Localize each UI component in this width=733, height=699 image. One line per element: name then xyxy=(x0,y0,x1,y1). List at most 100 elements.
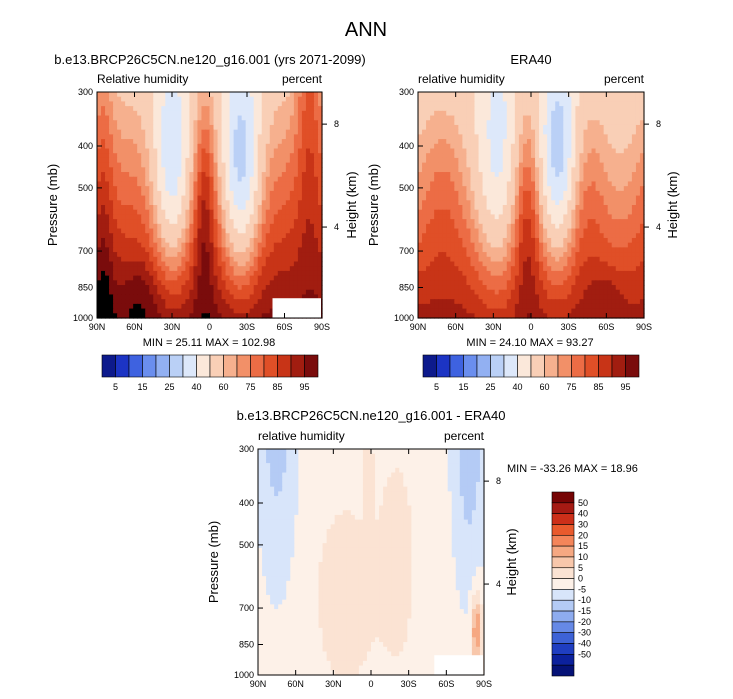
field-cell xyxy=(229,247,235,253)
field-cell xyxy=(277,101,283,107)
field-cell xyxy=(309,120,315,126)
field-cell xyxy=(522,101,528,107)
field-cell xyxy=(607,266,613,272)
field-cell xyxy=(157,303,162,310)
field-cell xyxy=(482,186,488,192)
field-cell xyxy=(145,92,150,98)
field-cell xyxy=(197,92,203,98)
field-cell xyxy=(153,106,158,112)
field-cell xyxy=(430,205,435,211)
field-cell xyxy=(301,233,307,239)
field-cell xyxy=(575,124,581,131)
field-cell xyxy=(217,266,223,272)
field-cell xyxy=(285,275,291,281)
field-cell xyxy=(161,233,166,239)
field-cell xyxy=(531,247,536,253)
field-cell xyxy=(309,106,315,112)
field-cell xyxy=(173,172,178,178)
field-cell xyxy=(309,266,315,272)
field-cell xyxy=(551,228,556,234)
field-cell xyxy=(229,261,235,267)
field-cell xyxy=(454,120,459,126)
field-cell xyxy=(571,172,576,178)
field-cell xyxy=(253,106,259,112)
field-cell xyxy=(599,124,605,131)
field-cell xyxy=(434,242,439,248)
field-cell xyxy=(446,157,451,164)
field-cell xyxy=(205,299,211,305)
field-cell xyxy=(173,153,178,159)
field-cell xyxy=(619,181,625,187)
field-cell xyxy=(313,223,319,230)
field-cell xyxy=(121,120,126,126)
field-cell xyxy=(105,176,110,183)
field-cell xyxy=(153,233,158,239)
field-cell xyxy=(603,228,609,234)
field-cell xyxy=(619,266,625,272)
field-cell xyxy=(113,110,118,117)
field-cell xyxy=(121,270,126,277)
field-cell xyxy=(237,261,243,267)
field-cell xyxy=(559,129,564,135)
field-cell xyxy=(181,139,186,145)
field-cell xyxy=(486,153,492,159)
field-cell xyxy=(269,190,275,197)
field-cell xyxy=(539,181,544,187)
field-cell xyxy=(201,181,207,187)
field-cell xyxy=(619,106,625,112)
field-cell xyxy=(289,223,295,230)
field-cell xyxy=(627,124,633,131)
field-cell xyxy=(599,205,605,211)
field-cell xyxy=(426,181,431,187)
field-cell xyxy=(177,115,182,121)
field-cell xyxy=(591,266,597,272)
field-cell xyxy=(101,209,106,216)
field-cell xyxy=(422,101,427,107)
field-cell xyxy=(253,313,259,319)
field-cell xyxy=(297,157,303,164)
field-cell xyxy=(446,190,451,197)
field-cell xyxy=(627,148,633,154)
field-cell xyxy=(563,148,568,154)
field-cell xyxy=(551,110,556,117)
field-cell xyxy=(454,205,459,211)
field-cell xyxy=(526,129,532,135)
field-cell xyxy=(149,275,154,281)
field-cell xyxy=(583,242,589,248)
field-cell xyxy=(430,200,435,206)
field-cell xyxy=(225,303,231,310)
field-cell xyxy=(510,134,516,140)
field-cell xyxy=(189,157,195,164)
field-cell xyxy=(285,223,291,230)
field-cell xyxy=(591,233,597,239)
field-cell xyxy=(587,237,593,244)
field-cell xyxy=(619,110,625,117)
field-cell xyxy=(217,242,223,248)
field-cell xyxy=(434,181,439,187)
field-cell xyxy=(502,157,508,164)
field-cell xyxy=(217,134,223,140)
field-cell xyxy=(173,167,178,173)
field-cell xyxy=(434,205,439,211)
field-cell xyxy=(301,148,307,154)
field-cell xyxy=(293,289,299,296)
field-cell xyxy=(446,139,451,145)
field-cell xyxy=(249,280,255,286)
field-cell xyxy=(209,172,215,178)
field-cell xyxy=(539,228,544,234)
field-cell xyxy=(297,228,303,234)
field-cell xyxy=(125,228,130,234)
field-cell xyxy=(535,115,540,121)
field-cell xyxy=(623,200,629,206)
field-cell xyxy=(587,101,593,107)
field-cell xyxy=(149,205,154,211)
field-cell xyxy=(281,242,287,248)
field-cell xyxy=(273,106,279,112)
field-cell xyxy=(265,148,271,154)
field-cell xyxy=(217,101,223,107)
field-cell xyxy=(575,190,581,197)
field-cell xyxy=(157,110,162,117)
field-cell xyxy=(579,172,585,178)
field-cell xyxy=(189,101,195,107)
field-cell xyxy=(563,134,568,140)
